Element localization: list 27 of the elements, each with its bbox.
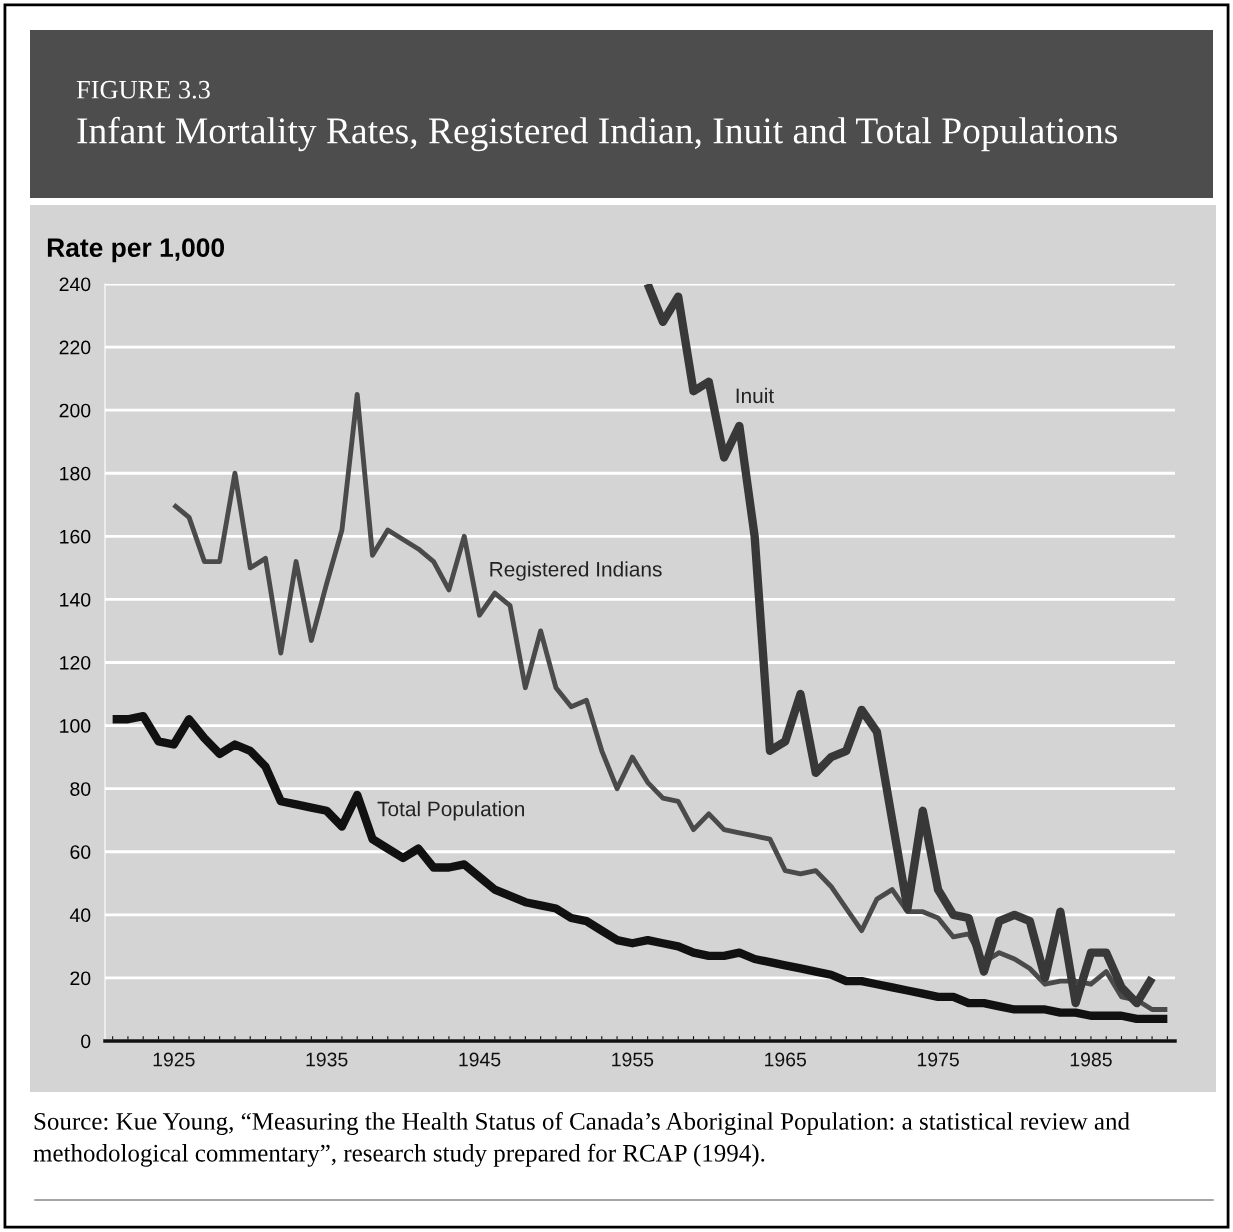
y-tick-label: 60 [70, 845, 91, 859]
y-tick-label: 100 [60, 719, 91, 733]
y-tick-label: 200 [59, 403, 91, 418]
y-tick-label: 240 [59, 277, 91, 292]
x-tick-label: 1955 [612, 1052, 654, 1067]
x-tick-label: 1965 [765, 1052, 807, 1067]
series-label: Total Population [377, 801, 524, 821]
y-tick-label: 180 [60, 466, 91, 481]
source-note: Source: Kue Young, “Measuring the Health Status of Canada’s Aboriginal Population: a statistical review and methodological commentary”, research study prepared for RCAP (1994). [33, 1112, 1130, 1167]
y-tick-label: 120 [60, 655, 91, 670]
y-tick-label: 220 [59, 340, 91, 355]
series-label: Inuit [736, 387, 774, 404]
y-tick-label: 80 [70, 782, 91, 796]
y-tick-label: 20 [70, 971, 91, 986]
x-tick-label: 1975 [917, 1052, 959, 1067]
chart-subtitle: FIGURE 3.3 [76, 80, 210, 99]
x-tick-label: 1935 [306, 1052, 348, 1067]
y-tick-label: 40 [69, 908, 91, 923]
x-tick-label: 1925 [153, 1052, 195, 1067]
chart-title: Infant Mortality Rates, Registered Indian, Inuit and Total Populations [77, 116, 1117, 152]
y-tick-label: 0 [81, 1034, 91, 1049]
y-axis-title: Rate per 1,000 [47, 238, 225, 263]
x-tick-label: 1945 [459, 1052, 501, 1067]
y-tick-label: 140 [60, 592, 91, 607]
series-label: Registered Indians [490, 561, 662, 581]
x-tick-label: 1985 [1070, 1052, 1112, 1067]
y-tick-label: 160 [60, 529, 91, 544]
